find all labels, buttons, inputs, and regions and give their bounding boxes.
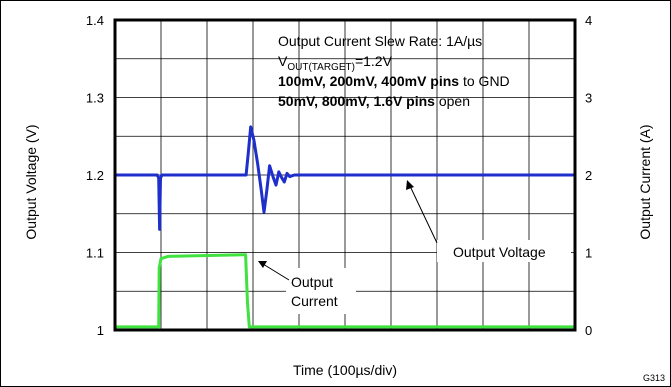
annotation-pins-open: 50mV, 800mV, 1.6V pins open: [278, 93, 470, 109]
y-tick-label-right: 3: [585, 91, 592, 106]
current-series-label-line1: Output: [291, 274, 333, 290]
current-pointer-line: [262, 263, 290, 281]
voltage-pointer-arrowhead: [406, 180, 414, 190]
plot-border: [113, 18, 577, 332]
pins-gnd-tail: to GND: [459, 73, 510, 89]
figure-code: G313: [643, 373, 665, 383]
y-tick-label-left: 1.1: [86, 246, 104, 261]
vout-symbol: V: [278, 53, 288, 69]
y-axis-label-left: Output Voltage (V): [23, 124, 39, 239]
y-tick-label-left: 1.4: [86, 13, 104, 28]
tick-labels: 1 1.1 1.2 1.3 1.4 0 1 2 3 4: [86, 13, 592, 338]
vout-value: =1.2V: [355, 53, 393, 69]
vout-subscript: OUT(TARGET): [287, 62, 355, 73]
y-tick-label-left: 1.2: [86, 168, 104, 183]
y-tick-label-left: 1.3: [86, 91, 104, 106]
voltage-pointer-line: [409, 185, 438, 244]
annotation-pins-gnd: 100mV, 200mV, 400mV pins to GND: [278, 73, 510, 89]
y-tick-label-right: 4: [585, 13, 592, 28]
pins-open-tail: open: [435, 93, 470, 109]
annotation-vout-target: VOUT(TARGET)=1.2V: [278, 53, 393, 73]
voltage-series-label: Output Voltage: [453, 244, 546, 260]
y-axis-label-right: Output Current (A): [637, 124, 653, 239]
y-tick-label-right: 2: [585, 168, 592, 183]
annotation-slew-rate: Output Current Slew Rate: 1A/µs: [278, 33, 482, 49]
pins-gnd-list: 100mV, 200mV, 400mV pins: [278, 73, 459, 89]
series-line-output-current: [115, 253, 575, 329]
series-line-output-voltage: [115, 125, 575, 231]
y-tick-label-right: 1: [585, 246, 592, 261]
voltage-label-bg: [437, 240, 571, 262]
current-pointer-arrowhead: [258, 261, 267, 268]
series-layer: [115, 125, 575, 329]
y-tick-label-left: 1: [97, 323, 104, 338]
current-series-label-line2: Current: [291, 293, 338, 309]
pins-open-list: 50mV, 800mV, 1.6V pins: [278, 93, 435, 109]
x-axis-label: Time (100µs/div): [293, 362, 397, 378]
current-label-bg: [286, 268, 356, 314]
y-tick-label-right: 0: [585, 323, 592, 338]
